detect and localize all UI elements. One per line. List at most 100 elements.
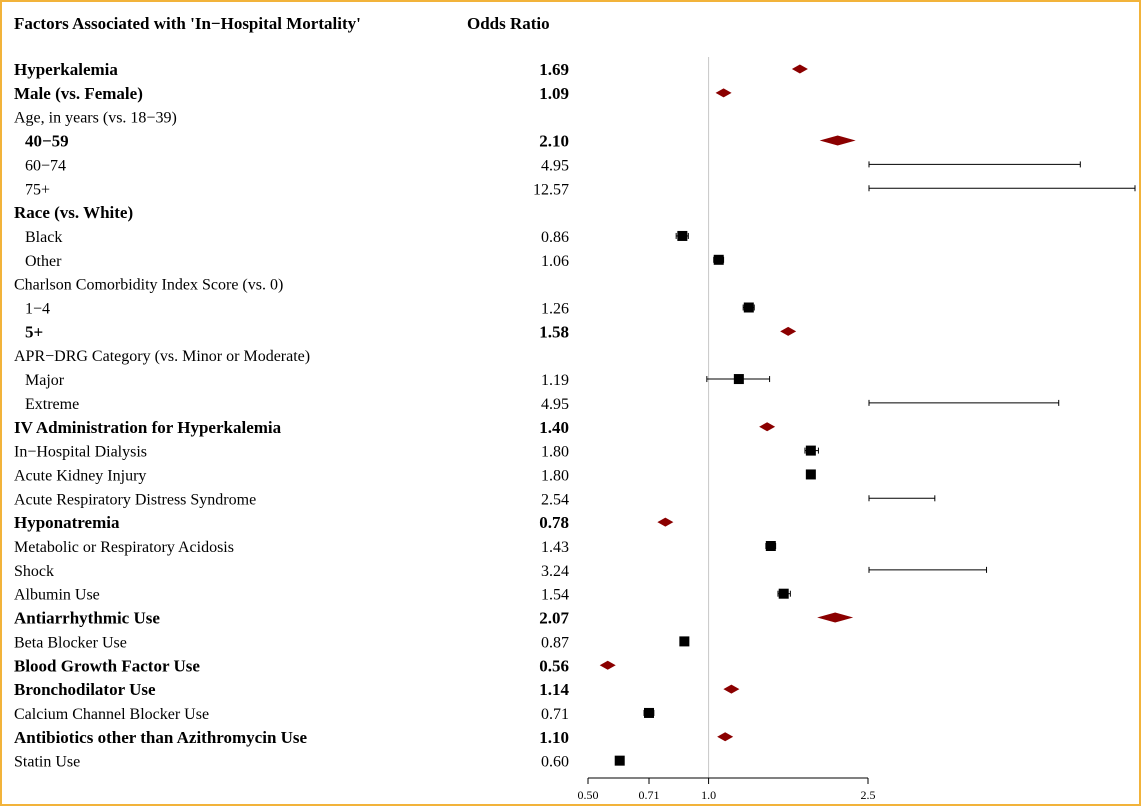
row-odds-ratio: 1.54 xyxy=(541,587,569,604)
row-label: APR−DRG Category (vs. Minor or Moderate) xyxy=(14,348,310,365)
forest-row: Bronchodilator Use 1.14 xyxy=(14,680,740,699)
forest-row: IV Administration for Hyperkalemia 1.40 xyxy=(14,418,776,437)
forest-row: 60−74 4.95 xyxy=(25,157,1081,174)
row-label: 5+ xyxy=(25,322,43,341)
forest-row: Hyperkalemia 1.69 xyxy=(14,60,808,79)
row-label: 75+ xyxy=(25,181,50,198)
forest-row: 1−4 1.26 xyxy=(25,301,755,318)
row-odds-ratio: 1.58 xyxy=(539,322,569,341)
forest-row: 5+ 1.58 xyxy=(25,322,797,341)
point-estimate-diamond xyxy=(599,660,616,670)
row-label: 1−4 xyxy=(25,301,50,318)
point-estimate-diamond xyxy=(723,684,740,694)
row-odds-ratio: 0.87 xyxy=(541,634,569,651)
x-tick-label: 1.0 xyxy=(701,788,716,802)
point-estimate-diamond xyxy=(759,422,776,432)
forest-row: Race (vs. White) xyxy=(14,203,133,222)
forest-row: Age, in years (vs. 18−39) xyxy=(14,110,177,127)
row-odds-ratio: 4.95 xyxy=(541,157,569,174)
point-estimate-square xyxy=(713,254,724,265)
row-odds-ratio: 2.54 xyxy=(541,491,569,508)
forest-row: Hyponatremia 0.78 xyxy=(14,513,674,532)
row-label: Male (vs. Female) xyxy=(14,84,143,103)
row-odds-ratio: 0.86 xyxy=(541,229,569,246)
row-odds-ratio: 1.26 xyxy=(541,301,569,318)
row-odds-ratio: 12.57 xyxy=(533,181,569,198)
row-odds-ratio: 2.07 xyxy=(539,609,569,628)
forest-row: Major 1.19 xyxy=(25,372,771,389)
point-estimate-diamond xyxy=(819,135,856,146)
point-estimate-square xyxy=(778,588,789,599)
row-label: Race (vs. White) xyxy=(14,203,133,222)
row-label: Antibiotics other than Azithromycin Use xyxy=(14,728,308,747)
rows-group: Hyperkalemia 1.69 Male (vs. Female) 1.09 Age… xyxy=(14,60,1136,771)
point-estimate-square xyxy=(614,755,625,766)
forest-row: Antiarrhythmic Use 2.07 xyxy=(14,609,854,628)
row-label: Hyperkalemia xyxy=(14,60,118,79)
header-factor-column: Factors Associated with 'In−Hospital Mor… xyxy=(14,14,361,33)
row-label: Metabolic or Respiratory Acidosis xyxy=(14,539,234,556)
forest-row: Blood Growth Factor Use 0.56 xyxy=(14,656,616,675)
row-label: In−Hospital Dialysis xyxy=(14,444,147,461)
row-label: Major xyxy=(25,372,65,389)
forest-row: Black 0.86 xyxy=(25,229,689,246)
point-estimate-diamond xyxy=(817,612,854,623)
point-estimate-square xyxy=(743,302,754,313)
row-label: Acute Respiratory Distress Syndrome xyxy=(14,491,256,508)
forest-row: Extreme 4.95 xyxy=(25,396,1060,413)
point-estimate-diamond xyxy=(657,517,674,527)
row-label: Calcium Channel Blocker Use xyxy=(14,706,209,723)
row-label: Black xyxy=(25,229,62,246)
x-tick-label: 0.50 xyxy=(578,788,599,802)
forest-row: In−Hospital Dialysis 1.80 xyxy=(14,444,819,461)
row-label: Extreme xyxy=(25,396,79,413)
row-label: Albumin Use xyxy=(14,587,100,604)
forest-row: Male (vs. Female) 1.09 xyxy=(14,84,732,103)
forest-row: Beta Blocker Use 0.87 xyxy=(14,634,690,651)
row-label: Blood Growth Factor Use xyxy=(14,656,200,675)
forest-row: Albumin Use 1.54 xyxy=(14,587,791,604)
forest-row: Other 1.06 xyxy=(25,253,725,270)
row-odds-ratio: 0.56 xyxy=(539,656,569,675)
forest-row: 40−59 2.10 xyxy=(25,132,856,151)
row-odds-ratio: 1.10 xyxy=(539,728,569,747)
row-odds-ratio: 0.71 xyxy=(541,706,569,723)
row-odds-ratio: 1.69 xyxy=(539,60,569,79)
row-odds-ratio: 1.40 xyxy=(539,418,569,437)
row-odds-ratio: 2.10 xyxy=(539,132,569,151)
forest-row: Acute Respiratory Distress Syndrome 2.54 xyxy=(14,491,936,508)
row-label: Acute Kidney Injury xyxy=(14,467,146,484)
point-estimate-diamond xyxy=(791,64,808,74)
row-odds-ratio: 1.80 xyxy=(541,467,569,484)
point-estimate-diamond xyxy=(780,326,797,336)
point-estimate-diamond xyxy=(715,88,732,98)
row-odds-ratio: 0.78 xyxy=(539,513,569,532)
row-odds-ratio: 0.60 xyxy=(541,754,569,771)
row-odds-ratio: 1.43 xyxy=(541,539,569,556)
x-axis-ticks: 0.50 0.71 1.0 2.5 xyxy=(578,778,876,802)
row-label: 60−74 xyxy=(25,157,66,174)
x-tick-label: 0.71 xyxy=(639,788,660,802)
point-estimate-square xyxy=(805,445,816,456)
point-estimate-square xyxy=(765,541,776,551)
row-odds-ratio: 1.80 xyxy=(541,444,569,461)
x-tick-label: 2.5 xyxy=(861,788,876,802)
row-odds-ratio: 1.09 xyxy=(539,84,569,103)
point-estimate-square xyxy=(644,707,655,718)
header-odds-ratio-column: Odds Ratio xyxy=(467,14,550,33)
row-label: Beta Blocker Use xyxy=(14,634,127,651)
row-odds-ratio: 1.14 xyxy=(539,680,569,699)
point-estimate-square xyxy=(677,230,688,241)
row-odds-ratio: 1.19 xyxy=(541,372,569,389)
row-label: Bronchodilator Use xyxy=(14,680,156,699)
row-label: 40−59 xyxy=(25,132,69,151)
row-label: Antiarrhythmic Use xyxy=(14,609,160,628)
point-estimate-square xyxy=(679,636,690,647)
forest-row: Metabolic or Respiratory Acidosis 1.43 xyxy=(14,539,777,556)
forest-row: Shock 3.24 xyxy=(14,563,988,580)
point-estimate-square xyxy=(805,469,816,480)
point-estimate-diamond xyxy=(717,732,734,742)
row-label: Charlson Comorbidity Index Score (vs. 0) xyxy=(14,277,283,294)
